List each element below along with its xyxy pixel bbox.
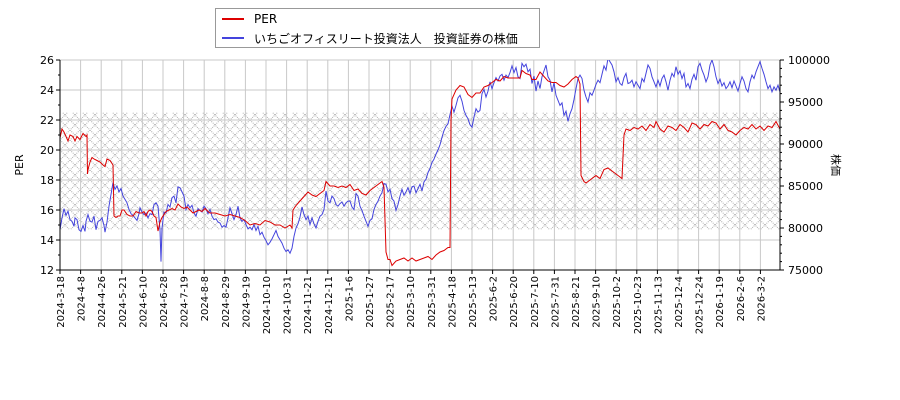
legend-item-per: PER (222, 10, 277, 28)
x-tick-label: 2024-6-28 (159, 276, 170, 328)
x-tick-label: 2026-1-19 (715, 276, 726, 328)
x-tick-label: 2025-4-18 (447, 276, 458, 328)
x-tick-label: 2024-10-31 (283, 276, 294, 334)
right-tick-label: 75000 (788, 264, 823, 277)
x-tick-label: 2025-2-17 (386, 276, 397, 328)
x-tick-label: 2025-8-21 (571, 276, 582, 328)
x-tick-label: 2024-4-26 (97, 276, 108, 328)
x-tick-label: 2024-8-29 (221, 276, 232, 328)
legend: PER いちごオフィスリート投資法人 投資証券の株価 (215, 8, 540, 48)
right-axis-title: 株価 (829, 154, 843, 176)
right-tick-label: 80000 (788, 222, 823, 235)
x-tick-label: 2025-12-4 (674, 276, 685, 328)
left-tick-label: 20 (40, 144, 54, 157)
legend-swatch-per (222, 18, 244, 20)
x-tick-label: 2025-9-10 (592, 276, 603, 328)
x-tick-label: 2025-1-6 (344, 276, 355, 321)
x-tick-label: 2026-3-2 (756, 276, 767, 321)
left-tick-label: 14 (40, 234, 54, 247)
left-axis-ticks: 12 14 16 18 20 22 24 26 (40, 54, 60, 277)
x-tick-label: 2024-9-19 (241, 276, 252, 328)
legend-label-price: いちごオフィスリート投資法人 投資証券の株価 (254, 31, 518, 46)
x-tick-label: 2024-3-18 (56, 276, 67, 328)
x-tick-label: 2024-5-21 (118, 276, 129, 328)
shaded-band (60, 112, 780, 230)
x-tick-label: 2025-3-10 (406, 276, 417, 328)
x-tick-label: 2024-8-8 (200, 276, 211, 321)
x-axis-ticks: 2024-3-18 2024-4-8 2024-4-26 2024-5-21 2024-… (56, 270, 767, 334)
x-tick-label: 2025-6-20 (509, 276, 520, 328)
x-tick-label: 2025-5-13 (468, 276, 479, 328)
right-axis-ticks: 75000 80000 85000 90000 95000 100000 (780, 54, 830, 277)
left-tick-label: 26 (40, 54, 54, 67)
left-tick-label: 12 (40, 264, 54, 277)
legend-label-per: PER (254, 12, 278, 26)
legend-swatch-price (222, 37, 244, 39)
x-tick-label: 2024-4-8 (77, 276, 88, 321)
x-tick-label: 2025-11-13 (653, 276, 664, 334)
price-line (60, 60, 780, 262)
left-axis-title: PER (13, 154, 26, 176)
x-tick-label: 2025-6-2 (489, 276, 500, 321)
right-tick-label: 90000 (788, 138, 823, 151)
left-tick-label: 22 (40, 114, 54, 127)
left-tick-label: 16 (40, 204, 54, 217)
x-tick-label: 2025-1-27 (365, 276, 376, 328)
x-tick-label: 2024-7-19 (180, 276, 191, 328)
right-tick-label: 95000 (788, 96, 823, 109)
right-tick-label: 100000 (788, 54, 830, 67)
x-tick-label: 2024-10-10 (262, 276, 273, 334)
x-tick-label: 2025-10-23 (633, 276, 644, 334)
per-line (60, 69, 780, 267)
series-layer (60, 60, 780, 267)
x-tick-label: 2025-3-31 (427, 276, 438, 328)
x-tick-label: 2024-11-21 (303, 276, 314, 334)
right-tick-label: 85000 (788, 180, 823, 193)
x-tick-label: 2024-6-10 (138, 276, 149, 328)
x-tick-label: 2025-12-24 (695, 276, 706, 334)
legend-item-price: いちごオフィスリート投資法人 投資証券の株価 (222, 29, 518, 47)
left-tick-label: 18 (40, 174, 54, 187)
left-tick-label: 24 (40, 84, 54, 97)
x-tick-label: 2024-12-11 (324, 276, 335, 334)
x-tick-label: 2026-2-6 (736, 276, 747, 321)
x-tick-label: 2025-10-2 (612, 276, 623, 328)
x-tick-label: 2025-7-31 (550, 276, 561, 328)
x-tick-label: 2025-7-10 (530, 276, 541, 328)
